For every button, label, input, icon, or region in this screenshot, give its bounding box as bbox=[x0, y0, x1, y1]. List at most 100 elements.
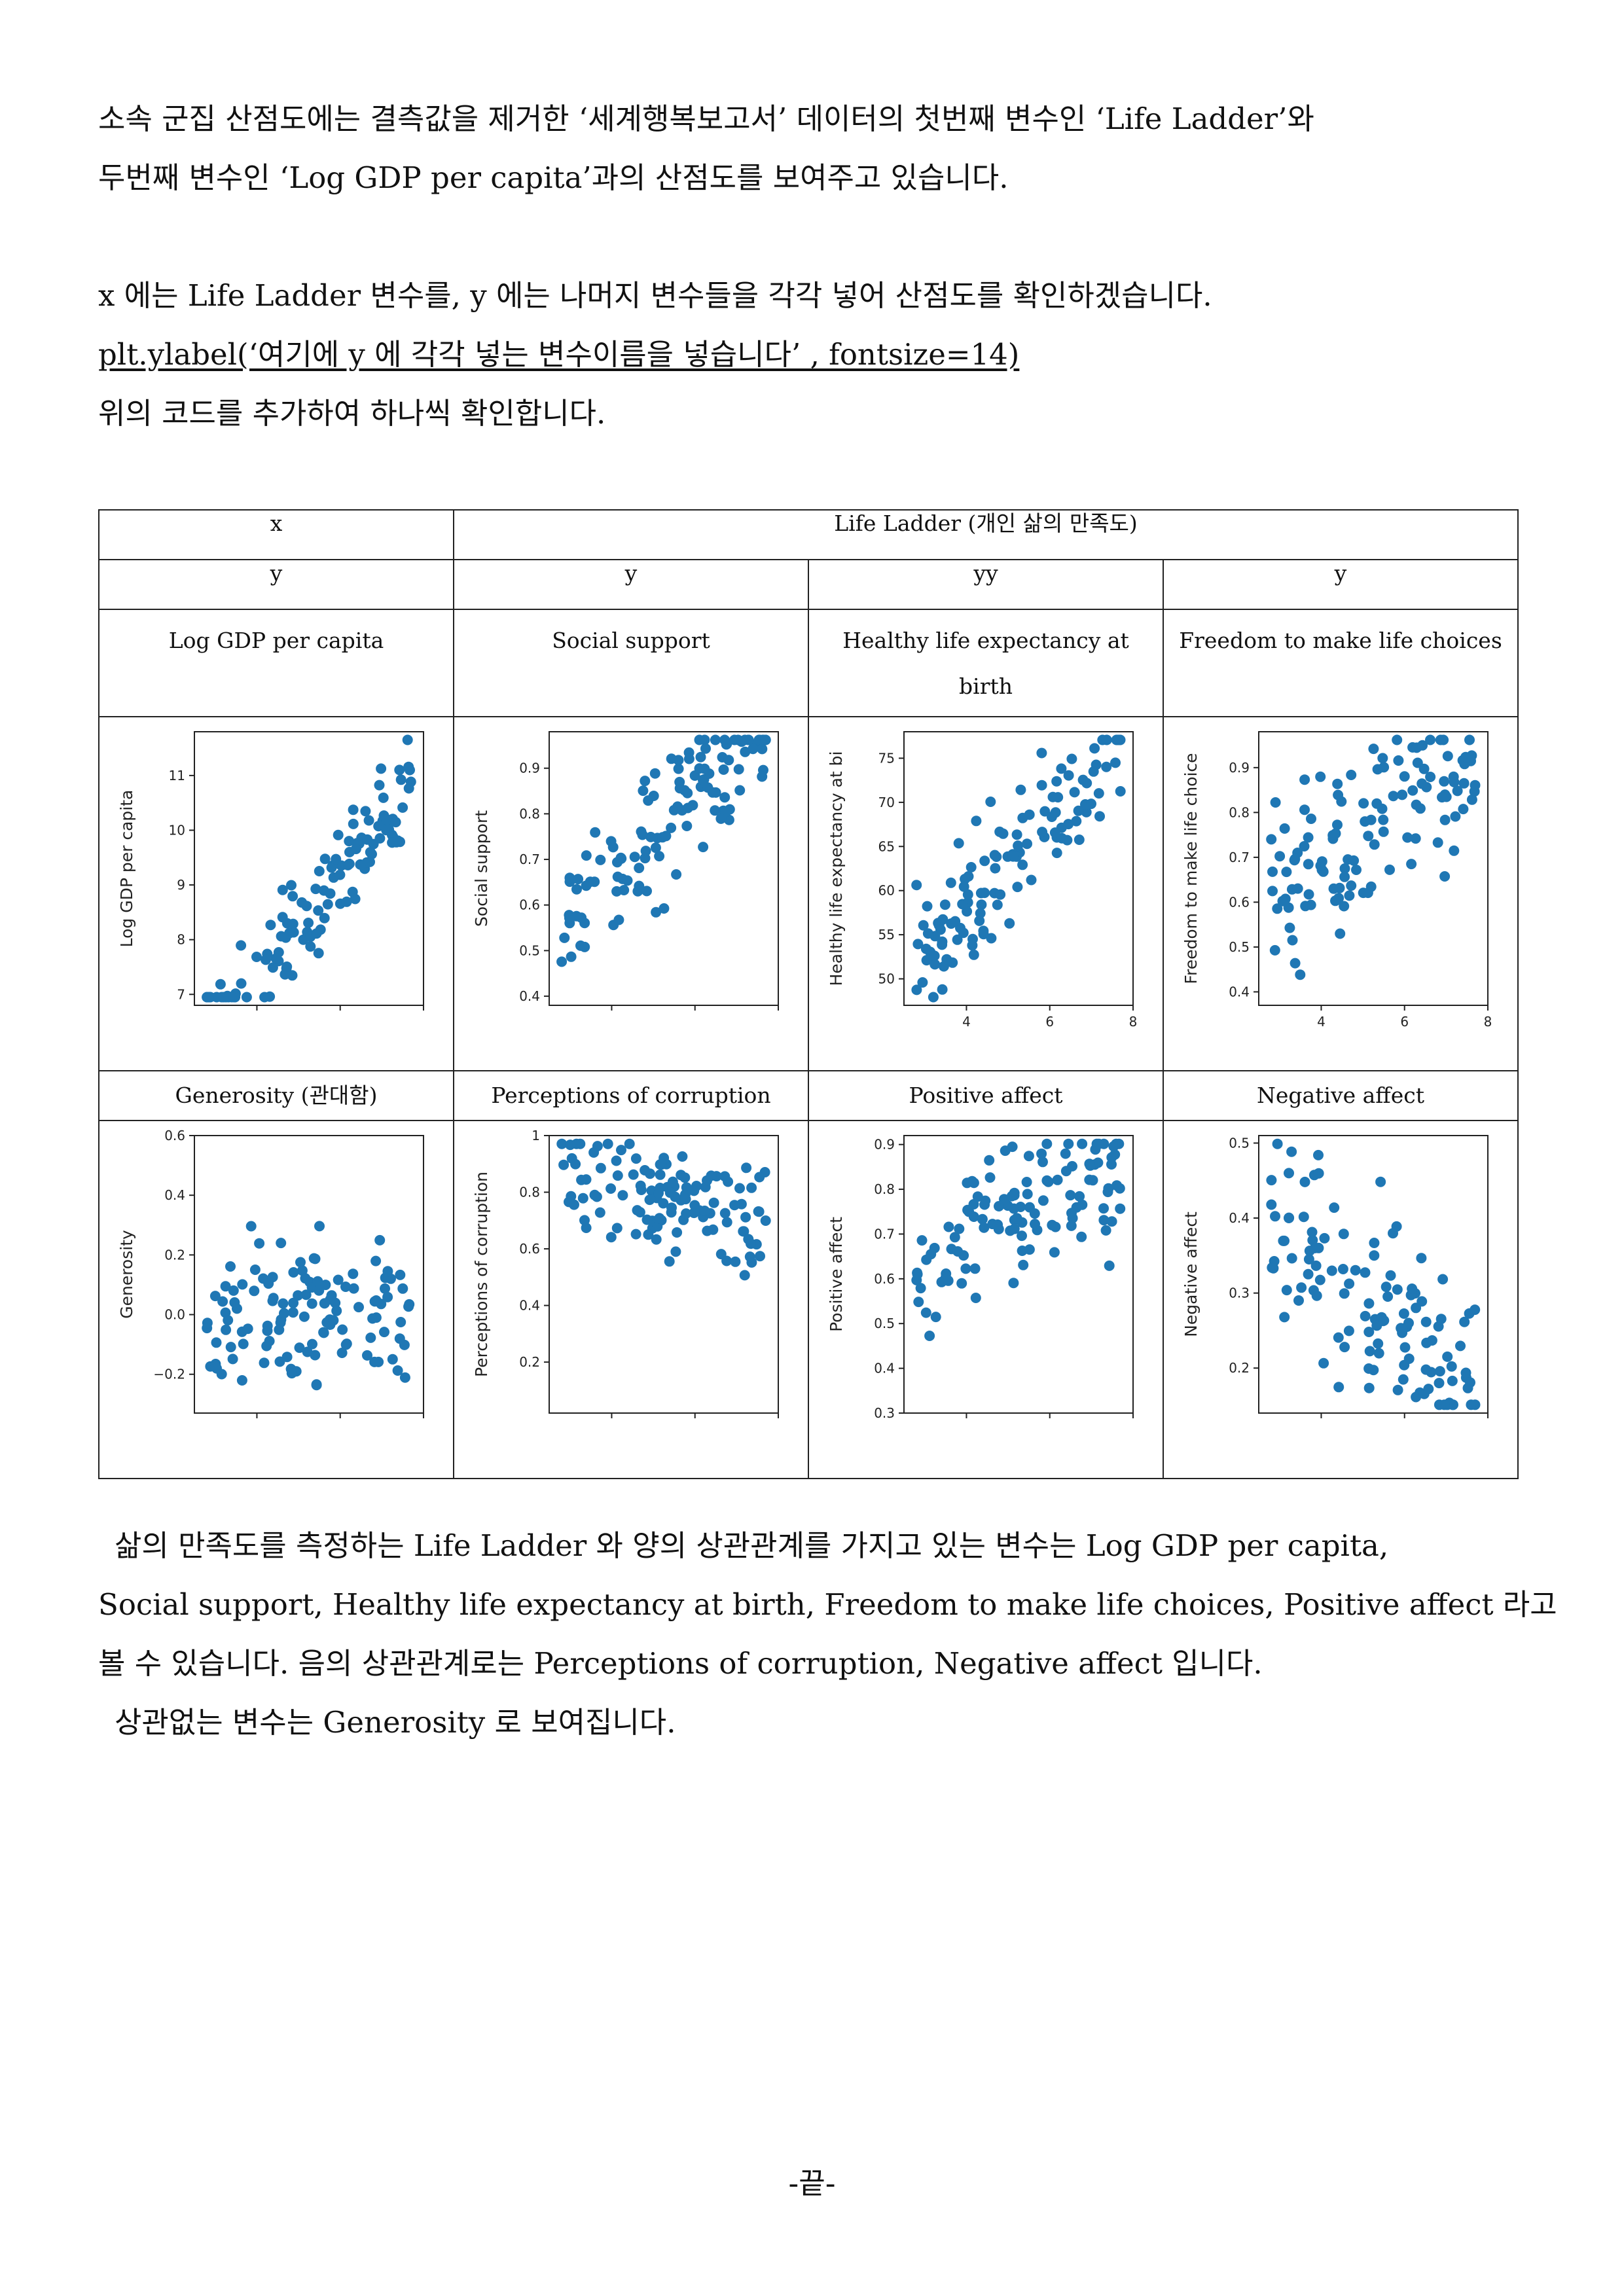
scatter-point bbox=[353, 1302, 364, 1313]
scatter-point bbox=[1369, 1250, 1380, 1261]
y-tick-label: 0.5 bbox=[1229, 1135, 1250, 1151]
scatter-point bbox=[336, 1348, 348, 1358]
scatter-point bbox=[651, 906, 662, 918]
scatter-point bbox=[1067, 1160, 1077, 1172]
y-tick-label: 0.6 bbox=[519, 897, 540, 913]
scatter-point bbox=[341, 896, 352, 907]
scatter-point bbox=[605, 1183, 617, 1194]
variable-name: Perceptions of corruption bbox=[453, 1070, 809, 1121]
scatter-point bbox=[1084, 1158, 1095, 1170]
scatter-point bbox=[613, 914, 624, 925]
scatter-point bbox=[1439, 871, 1451, 882]
scatter-point bbox=[1339, 1342, 1350, 1353]
plot-cell: 7 8 9 10 11 Log GDP per capita bbox=[98, 716, 454, 1071]
scatter-point bbox=[760, 1215, 771, 1226]
conclusion-line-1: 삶의 만족도를 측정하는 Life Ladder 와 양의 상관관계를 가지고 … bbox=[115, 1528, 1389, 1563]
scatter-point bbox=[689, 1185, 700, 1196]
scatter-point bbox=[958, 881, 969, 892]
x-tick-label: 4 bbox=[1317, 1014, 1326, 1030]
scatter-point bbox=[1363, 1382, 1375, 1393]
scatter-point bbox=[279, 1308, 289, 1319]
scatter-point bbox=[917, 977, 928, 988]
end-marker: -끝- bbox=[788, 2167, 836, 2200]
scatter-point bbox=[648, 791, 659, 801]
scatter-point bbox=[1391, 1221, 1402, 1232]
scatter-point bbox=[967, 1175, 978, 1187]
scatter-point bbox=[403, 761, 414, 772]
y-tick-label: 75 bbox=[878, 750, 895, 766]
scatter-point bbox=[1102, 1187, 1113, 1198]
scatter-point bbox=[615, 852, 626, 863]
scatter-point bbox=[1089, 743, 1100, 754]
scatter-point bbox=[1439, 1399, 1450, 1410]
scatter-point bbox=[308, 1253, 319, 1264]
code-line: plt.ylabel(‘여기에 y 에 각각 넣는 변수이름을 넣습니다’ , … bbox=[98, 337, 1020, 372]
scatter-point bbox=[581, 1174, 592, 1185]
scatter-point bbox=[664, 1256, 675, 1267]
y-tick-label: 0.7 bbox=[874, 1226, 895, 1242]
scatter-point bbox=[1063, 819, 1074, 830]
scatter-point bbox=[734, 785, 746, 796]
scatter-point bbox=[1360, 1310, 1371, 1321]
plot-cell: 0.3 0.4 0.5 0.6 0.7 0.8 0.9 Positive affect bbox=[808, 1120, 1164, 1479]
scatter-point bbox=[734, 1183, 745, 1194]
scatter-point bbox=[1300, 901, 1311, 912]
scatter-point bbox=[700, 743, 711, 754]
scatter-point bbox=[993, 1223, 1004, 1234]
scatter-point bbox=[1008, 1278, 1019, 1289]
scatter-point bbox=[611, 1223, 623, 1234]
scatter-point bbox=[1104, 1260, 1115, 1271]
scatter-point bbox=[305, 941, 316, 952]
scatter-point bbox=[1423, 1384, 1434, 1395]
scatter-point bbox=[370, 1312, 382, 1323]
scatter-point bbox=[673, 763, 684, 774]
scatter-point bbox=[699, 763, 710, 774]
scatter-point bbox=[1380, 1282, 1392, 1293]
scatter-point bbox=[1026, 874, 1037, 886]
scatter-point bbox=[1063, 770, 1074, 781]
scatter-point bbox=[310, 884, 321, 895]
scatter-point bbox=[1303, 1254, 1314, 1265]
scatter-point bbox=[281, 961, 293, 972]
scatter-point bbox=[365, 856, 375, 867]
scatter-point bbox=[723, 1176, 734, 1187]
intro-line-2: 두번째 변수인 ‘Log GDP per capita’과의 산점도를 보여주고… bbox=[98, 160, 1009, 195]
scatter-point bbox=[970, 1293, 981, 1303]
scatter-point bbox=[1360, 1267, 1371, 1278]
scatter-point bbox=[918, 920, 929, 931]
scatter-point bbox=[1094, 811, 1105, 822]
scatter-point bbox=[348, 1283, 359, 1294]
scatter-point bbox=[1299, 774, 1310, 785]
x-tick-label: 8 bbox=[1129, 1014, 1138, 1030]
scatter-point bbox=[1286, 1253, 1297, 1264]
scatter-point bbox=[374, 833, 386, 844]
scatter-point bbox=[374, 1234, 386, 1246]
scatter-point bbox=[362, 1350, 372, 1361]
scatter-point bbox=[1017, 1230, 1027, 1242]
scatter-point bbox=[1066, 1220, 1077, 1231]
scatter-point bbox=[1416, 1253, 1427, 1264]
scatter-point bbox=[922, 901, 933, 912]
scatter-point bbox=[636, 826, 647, 837]
scatter-point bbox=[979, 855, 990, 867]
scatter-point bbox=[1407, 785, 1418, 796]
scatter-point bbox=[262, 1320, 273, 1331]
scatter-point bbox=[344, 858, 355, 869]
scatter-point bbox=[1439, 776, 1450, 787]
scatter-point bbox=[1115, 786, 1126, 797]
scatter-point bbox=[990, 863, 1001, 874]
scatter-plot-social-support: 0.4 0.5 0.6 0.7 0.8 0.9 Social support bbox=[472, 731, 779, 1011]
scatter-point bbox=[1050, 807, 1061, 818]
scatter-point bbox=[739, 1270, 750, 1281]
scatter-point bbox=[1022, 1189, 1033, 1200]
scatter-point bbox=[287, 1307, 298, 1318]
scatter-point bbox=[1284, 922, 1295, 933]
scatter-point bbox=[236, 978, 247, 989]
scatter-point bbox=[985, 797, 996, 807]
scatter-point bbox=[1030, 1219, 1040, 1230]
scatter-point bbox=[276, 931, 287, 942]
scatter-point bbox=[319, 912, 330, 924]
scatter-point bbox=[986, 933, 997, 944]
scatter-point bbox=[1036, 780, 1047, 791]
scatter-point bbox=[293, 1290, 304, 1301]
